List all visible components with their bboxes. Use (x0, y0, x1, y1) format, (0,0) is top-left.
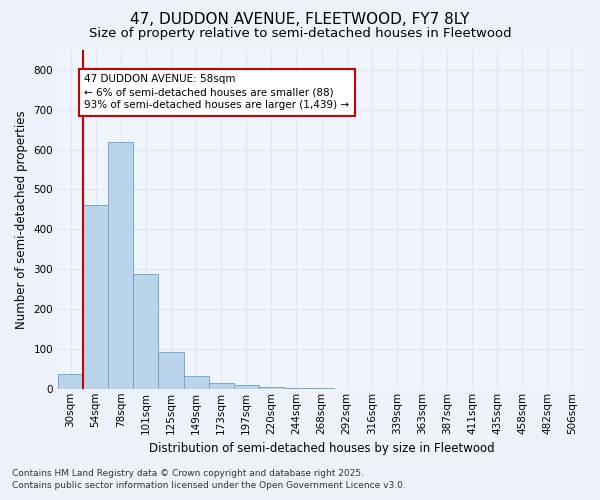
X-axis label: Distribution of semi-detached houses by size in Fleetwood: Distribution of semi-detached houses by … (149, 442, 494, 455)
Bar (133, 274, 158, 389)
Text: 47 DUDDON AVENUE: 58sqm
← 6% of semi-detached houses are smaller (88)
93% of sem: 47 DUDDON AVENUE: 58sqm ← 6% of semi-det… (85, 74, 350, 110)
Text: Contains HM Land Registry data © Crown copyright and database right 2025.
Contai: Contains HM Land Registry data © Crown c… (12, 468, 406, 490)
Bar (209, 383, 233, 389)
Bar (158, 352, 184, 389)
Bar (108, 142, 133, 389)
Bar (83, 206, 108, 389)
Bar (284, 388, 309, 389)
Bar (58, 374, 83, 389)
Text: 47, DUDDON AVENUE, FLEETWOOD, FY7 8LY: 47, DUDDON AVENUE, FLEETWOOD, FY7 8LY (130, 12, 470, 28)
Y-axis label: Number of semi-detached properties: Number of semi-detached properties (15, 110, 28, 328)
Bar (259, 387, 284, 389)
Text: Size of property relative to semi-detached houses in Fleetwood: Size of property relative to semi-detach… (89, 28, 511, 40)
Bar (233, 385, 259, 389)
Bar (184, 376, 209, 389)
